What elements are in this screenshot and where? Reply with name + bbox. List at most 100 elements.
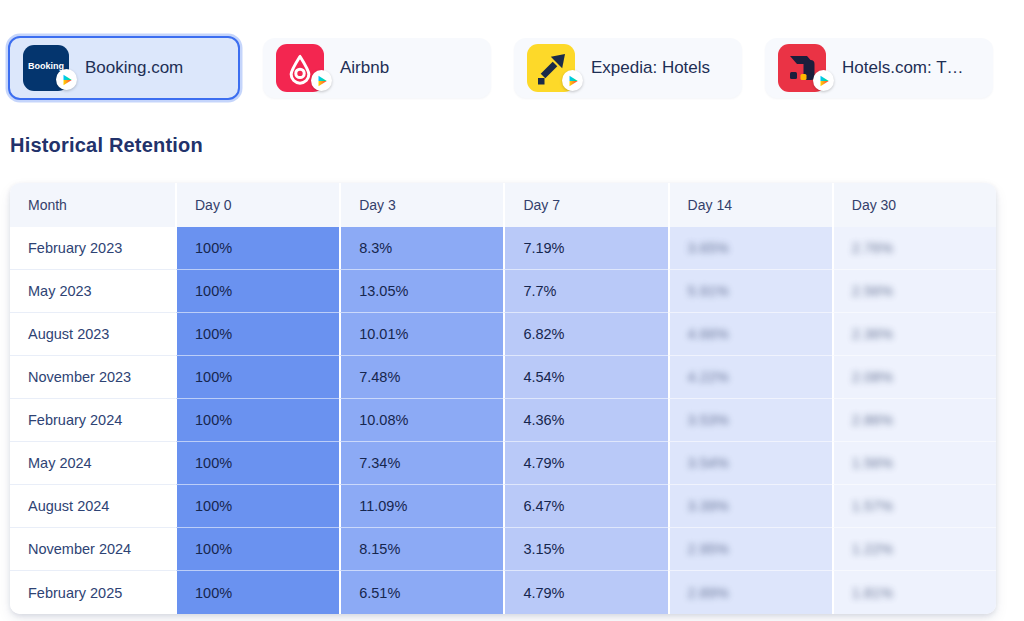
retention-cell-day7: 7.19% — [503, 227, 667, 270]
google-play-badge-icon — [311, 70, 332, 91]
cell-value: 6.82% — [523, 326, 564, 342]
retention-cell-day0: 100% — [175, 313, 339, 356]
retention-cell-day30: 1.56% — [832, 442, 996, 485]
retention-cell-day3: 8.3% — [339, 227, 503, 270]
cell-value: 4.79% — [523, 585, 564, 601]
cell-value: August 2024 — [28, 498, 109, 514]
cell-value: 3.53% — [688, 412, 729, 428]
cell-value: August 2023 — [28, 326, 109, 342]
cell-value: 4.66% — [688, 326, 729, 342]
cell-value: 3.54% — [688, 455, 729, 471]
google-play-badge-icon — [56, 69, 77, 90]
cell-value: 1.22% — [852, 541, 893, 557]
app-card-label: Expedia: Hotels — [591, 58, 710, 78]
cell-value: 2.56% — [852, 283, 893, 299]
cell-value: 6.51% — [359, 585, 400, 601]
row-month-label: February 2025 — [10, 571, 175, 614]
retention-cell-day0: 100% — [175, 270, 339, 313]
cell-value: 100% — [195, 326, 232, 342]
column-header-month: Month — [10, 183, 175, 227]
retention-cell-day30: 2.08% — [832, 356, 996, 399]
retention-cell-day7: 4.36% — [503, 399, 667, 442]
app-card-airbnb[interactable]: Airbnb — [263, 38, 491, 98]
expedia-icon-wrap — [527, 44, 575, 92]
app-card-booking[interactable]: Booking Booking.com — [8, 36, 240, 100]
cell-value: 4.79% — [523, 455, 564, 471]
cell-value: 3.39% — [688, 498, 729, 514]
retention-cell-day14: 3.39% — [668, 485, 832, 528]
cell-value: 100% — [195, 455, 232, 471]
cell-value: 10.01% — [359, 326, 408, 342]
retention-cell-day7: 6.47% — [503, 485, 667, 528]
cell-value: 7.7% — [523, 283, 556, 299]
cell-value: 100% — [195, 498, 232, 514]
retention-cell-day7: 7.7% — [503, 270, 667, 313]
cell-value: November 2023 — [28, 369, 131, 385]
app-selector-row: Booking Booking.com Airbnb Expedia: Hote… — [8, 36, 993, 100]
retention-cell-day3: 7.34% — [339, 442, 503, 485]
retention-cell-day3: 10.01% — [339, 313, 503, 356]
cell-value: February 2025 — [28, 585, 122, 601]
cell-value: 4.36% — [523, 412, 564, 428]
column-header-day0: Day 0 — [175, 183, 339, 227]
retention-cell-day30: 2.36% — [832, 313, 996, 356]
retention-cell-day30: 2.86% — [832, 399, 996, 442]
retention-cell-day7: 3.15% — [503, 528, 667, 571]
retention-cell-day3: 6.51% — [339, 571, 503, 614]
retention-cell-day0: 100% — [175, 356, 339, 399]
column-header-day3: Day 3 — [339, 183, 503, 227]
cell-value: 8.15% — [359, 541, 400, 557]
cell-value: 1.56% — [852, 455, 893, 471]
row-month-label: November 2023 — [10, 356, 175, 399]
row-month-label: February 2023 — [10, 227, 175, 270]
retention-cell-day3: 13.05% — [339, 270, 503, 313]
retention-cell-day0: 100% — [175, 442, 339, 485]
cell-value: 3.65% — [688, 240, 729, 256]
cell-value: 100% — [195, 283, 232, 299]
retention-cell-day3: 11.09% — [339, 485, 503, 528]
retention-cell-day30: 1.22% — [832, 528, 996, 571]
cell-value: 100% — [195, 240, 232, 256]
retention-cell-day30: 2.76% — [832, 227, 996, 270]
retention-cell-day14: 3.54% — [668, 442, 832, 485]
column-header-day7: Day 7 — [503, 183, 667, 227]
cell-value: 4.22% — [688, 369, 729, 385]
cell-value: 1.81% — [852, 585, 893, 601]
retention-cell-day3: 7.48% — [339, 356, 503, 399]
cell-value: 11.09% — [359, 498, 407, 514]
cell-value: May 2023 — [28, 283, 92, 299]
google-play-triangle-icon — [567, 75, 579, 87]
cell-value: May 2024 — [28, 455, 92, 471]
google-play-badge-icon — [813, 70, 834, 91]
cell-value: 3.15% — [523, 541, 564, 557]
cell-value: 2.76% — [852, 240, 893, 256]
booking-icon-wrap: Booking — [23, 45, 69, 91]
cell-value: 8.3% — [359, 240, 392, 256]
retention-cell-day0: 100% — [175, 571, 339, 614]
cell-value: 6.47% — [523, 498, 564, 514]
cell-value: 2.89% — [688, 585, 729, 601]
row-month-label: May 2023 — [10, 270, 175, 313]
app-card-hotels[interactable]: Hotels.com: T… — [765, 38, 993, 98]
google-play-badge-icon — [562, 70, 583, 91]
cell-value: 100% — [195, 412, 232, 428]
cell-value: 10.08% — [359, 412, 408, 428]
row-month-label: August 2024 — [10, 485, 175, 528]
retention-cell-day30: 1.57% — [832, 485, 996, 528]
cell-value: November 2024 — [28, 541, 131, 557]
cell-value: 13.05% — [359, 283, 408, 299]
retention-cell-day30: 1.81% — [832, 571, 996, 614]
hotels-icon-wrap — [778, 44, 826, 92]
retention-cell-day14: 3.53% — [668, 399, 832, 442]
column-header-day30: Day 30 — [832, 183, 996, 227]
app-card-expedia[interactable]: Expedia: Hotels — [514, 38, 742, 98]
retention-cell-day14: 2.95% — [668, 528, 832, 571]
retention-cell-day7: 4.79% — [503, 442, 667, 485]
cell-value: 7.48% — [359, 369, 400, 385]
retention-cell-day14: 4.66% — [668, 313, 832, 356]
cell-value: 100% — [195, 585, 232, 601]
historical-retention-table: MonthDay 0Day 3Day 7Day 14Day 30February… — [10, 183, 996, 614]
airbnb-icon-wrap — [276, 44, 324, 92]
cell-value: February 2023 — [28, 240, 122, 256]
cell-value: 2.36% — [852, 326, 893, 342]
